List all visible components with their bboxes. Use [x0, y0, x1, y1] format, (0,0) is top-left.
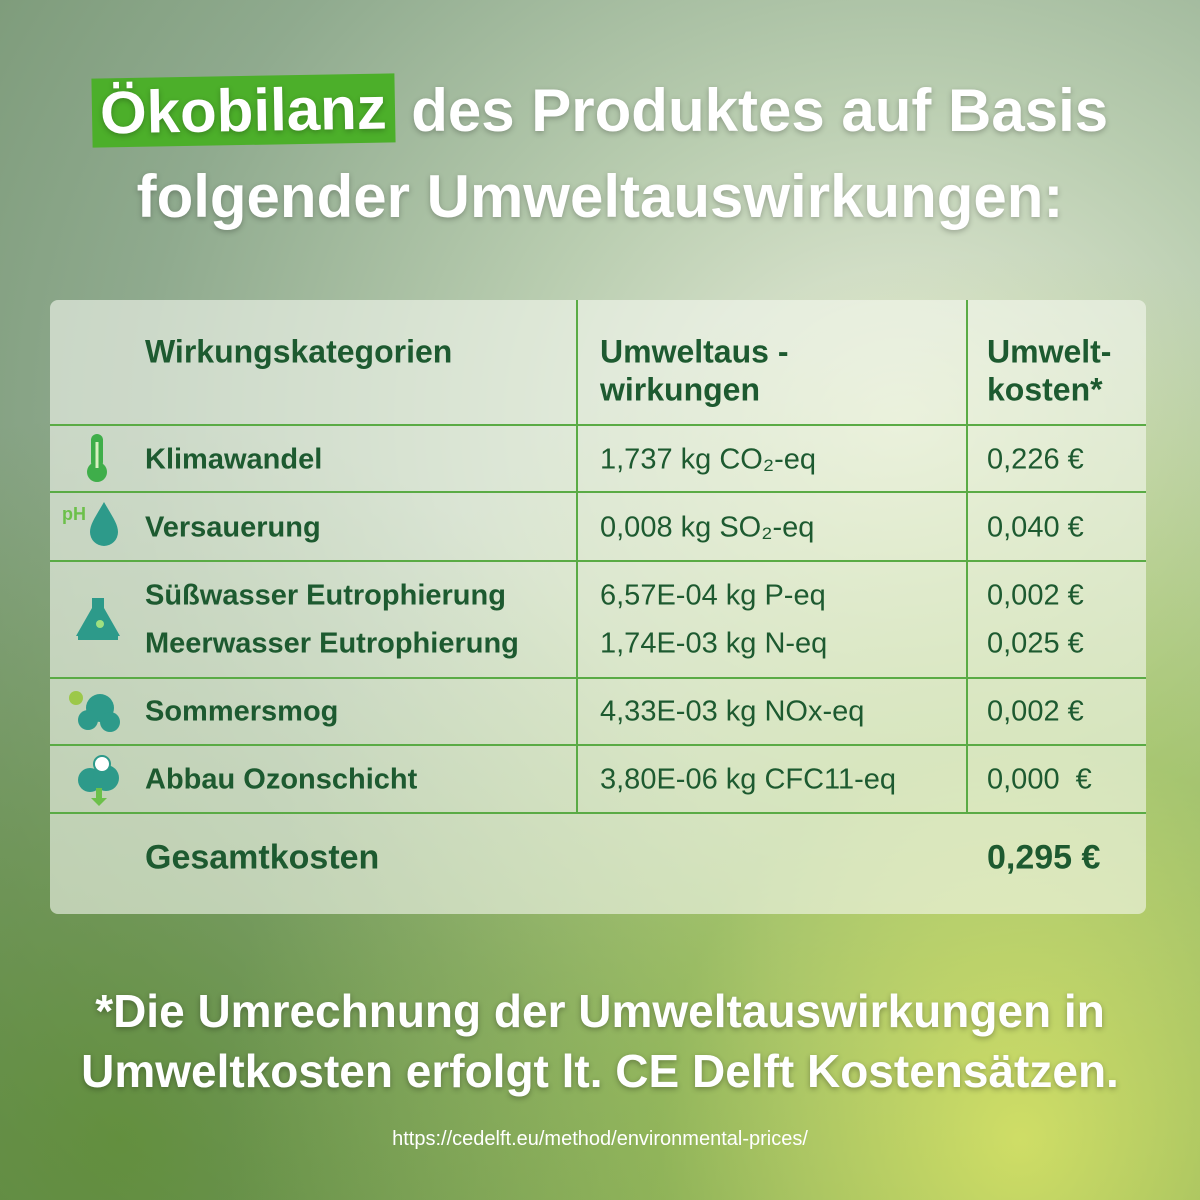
impact: 4,33E-03 kg NOx-eq [600, 695, 865, 728]
smog-icon [69, 691, 120, 732]
cost: 0,002 € [987, 695, 1084, 728]
cost: 0,025 € [987, 627, 1084, 660]
source-url: https://cedelft.eu/method/environmental-… [392, 1128, 808, 1150]
row-divider [50, 812, 1146, 814]
icons: pH [62, 434, 120, 806]
category: Süßwasser Eutrophierung [145, 579, 506, 612]
ph-icon: pH [62, 502, 118, 546]
column-divider [576, 300, 578, 814]
impact: 0,008 kg SO₂-eq [600, 511, 815, 544]
footnote: Umweltkosten erfolgt lt. CE Delft Kosten… [81, 1045, 1119, 1097]
row-divider [50, 491, 1146, 493]
footnote: *Die Umrechnung der Umweltauswirkungen i… [95, 985, 1105, 1037]
header-cell: Wirkungskategorien [145, 333, 453, 370]
title-text: des Produktes auf Basis [411, 77, 1109, 144]
svg-text:pH: pH [62, 504, 86, 524]
thermometer-icon [87, 434, 107, 482]
row-divider [50, 744, 1146, 746]
table [50, 300, 1146, 914]
category: Sommersmog [145, 695, 339, 728]
cost: 0,000 € [987, 763, 1092, 796]
row-divider [50, 677, 1146, 679]
header-cell: Umweltaus - [600, 333, 789, 370]
header-cell: kosten* [987, 371, 1103, 408]
impact: 1,74E-03 kg N-eq [600, 627, 828, 660]
total-label: Gesamtkosten [145, 838, 380, 877]
category: Klimawandel [145, 443, 323, 476]
header-cell: Umwelt- [987, 333, 1112, 370]
category: Versauerung [145, 511, 321, 544]
flask-icon [76, 598, 120, 640]
category: Abbau Ozonschicht [145, 763, 418, 796]
impact: 1,737 kg CO₂-eq [600, 443, 816, 476]
title-highlight: Ökobilanz [91, 73, 396, 148]
title-line: folgender Umweltauswirkungen: [136, 163, 1064, 230]
ozone-icon [78, 755, 119, 806]
title-line: Ökobilanz des Produktes auf Basis [0, 73, 1200, 148]
cost: 0,040 € [987, 511, 1084, 544]
cost: 0,002 € [987, 579, 1084, 612]
category: Meerwasser Eutrophierung [145, 627, 519, 660]
cost: 0,226 € [987, 443, 1084, 476]
column-divider [966, 300, 968, 814]
row-divider [50, 424, 1146, 426]
impact: 6,57E-04 kg P-eq [600, 579, 826, 612]
impact: 3,80E-06 kg CFC11-eq [600, 763, 897, 796]
total-value: 0,295 € [987, 838, 1101, 877]
row-divider [50, 560, 1146, 562]
header-cell: wirkungen [600, 371, 761, 408]
